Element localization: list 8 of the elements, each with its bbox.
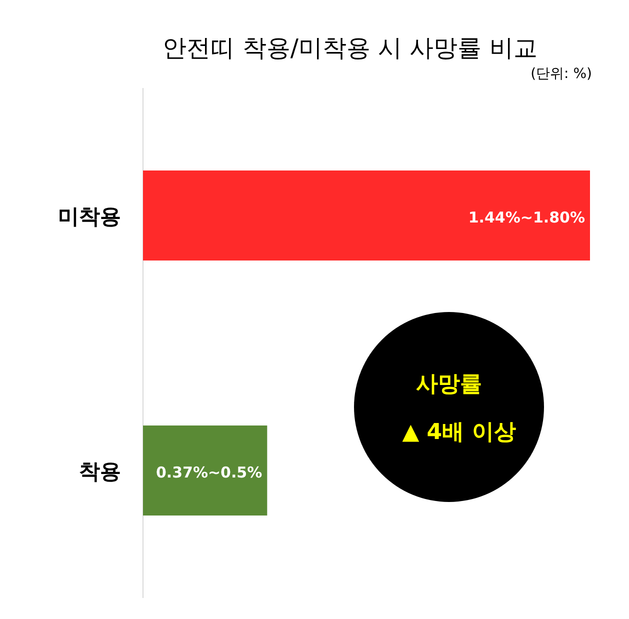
y-tick-label: 미착용 — [58, 204, 121, 228]
chart-subtitle: (단위: %) — [530, 66, 592, 82]
annotation: 사망률 — [416, 372, 482, 397]
data-label: 0.37%~0.5% — [156, 464, 262, 482]
data-label: 1.44%~1.80% — [468, 208, 585, 226]
y-tick-label: 착용 — [79, 460, 121, 484]
chart-title: 안전띠 착용/미착용 시 사망률 비교 — [162, 34, 538, 62]
annotation: ▲ 4배 이상 — [402, 420, 516, 445]
